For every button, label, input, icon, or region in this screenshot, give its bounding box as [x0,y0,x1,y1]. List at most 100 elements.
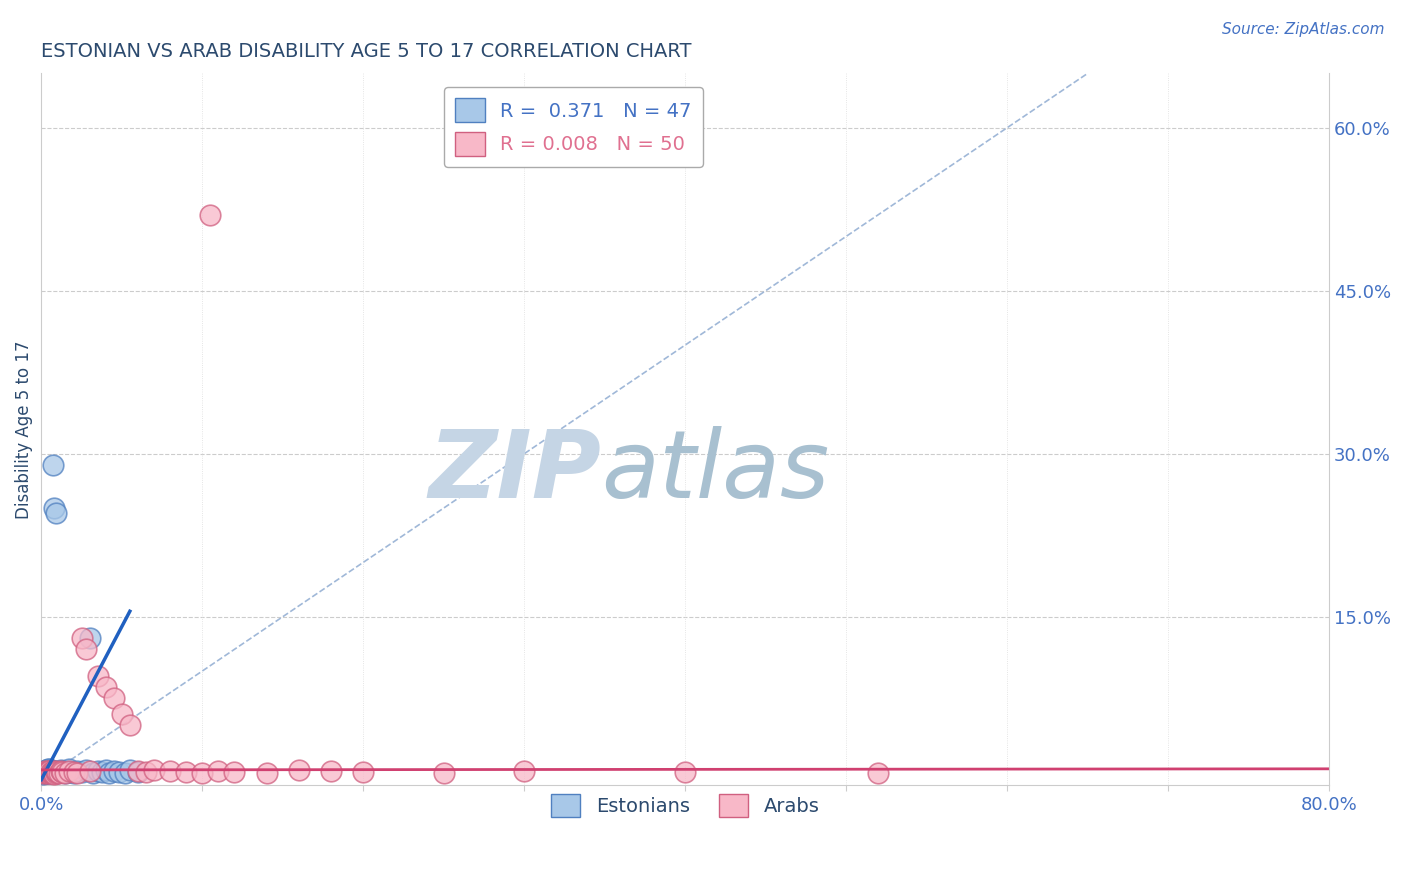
Point [44,765,66,780]
Point [62,765,84,780]
Point [37,766,59,780]
Point [41,458,63,472]
Point [49,763,72,777]
Point [34,765,56,780]
Point [37,766,59,780]
Point [114,766,136,780]
Point [44,765,66,780]
Point [35,765,58,780]
Text: atlas: atlas [602,426,830,517]
Point [45,507,67,521]
Point [41,764,63,778]
Point [41,766,63,780]
Point [39,766,62,780]
Point [66,766,89,780]
Point [38,765,60,780]
Point [38,764,60,778]
Point [191,766,214,780]
Point [97,766,120,780]
Legend: Estonians, Arabs: Estonians, Arabs [543,786,827,825]
Point [39,765,62,780]
Point [91,765,114,780]
Point [75,763,97,777]
Point [41,765,63,780]
Point [37,764,59,778]
Point [56,764,79,778]
Point [45,765,67,780]
Point [51,764,73,778]
Point [37,764,59,778]
Point [256,766,278,780]
Point [39,766,62,780]
Point [34,766,56,780]
Point [200,208,222,222]
Point [51,765,73,780]
Point [288,763,311,777]
Point [143,763,166,777]
Text: ESTONIAN VS ARAB DISABILITY AGE 5 TO 17 CORRELATION CHART: ESTONIAN VS ARAB DISABILITY AGE 5 TO 17 … [41,42,692,61]
Point [38,763,60,777]
Point [107,765,129,780]
Point [70,632,93,646]
Point [513,764,536,778]
Point [45,764,67,778]
Point [868,766,890,780]
Point [52,765,75,780]
Point [103,691,125,706]
Point [82,766,104,780]
Point [135,765,157,780]
Point [94,681,117,695]
Point [62,766,84,780]
Point [224,765,246,780]
Point [79,632,101,646]
Point [37,762,59,776]
Point [127,764,149,778]
Point [41,764,63,778]
Point [48,765,70,780]
Point [44,767,66,781]
Point [32,766,55,780]
Point [35,763,58,777]
Point [66,764,89,778]
Point [58,764,80,778]
Point [127,765,149,780]
Point [207,764,229,778]
Point [46,766,69,780]
Point [111,707,134,722]
Point [55,766,77,780]
Point [673,765,696,780]
Point [35,766,58,780]
Point [103,764,125,778]
Text: ZIP: ZIP [429,426,602,518]
Point [38,762,60,776]
Point [433,766,456,780]
Point [46,764,69,778]
Point [352,765,374,780]
Point [118,763,141,777]
Point [86,764,108,778]
Point [45,766,67,780]
Point [79,764,101,778]
Point [35,765,58,780]
Point [118,718,141,732]
Point [75,642,97,657]
Point [94,763,117,777]
Point [48,766,70,780]
Point [49,764,72,778]
Point [39,763,62,777]
Point [55,766,77,780]
Y-axis label: Disability Age 5 to 17: Disability Age 5 to 17 [15,340,32,518]
Point [44,501,66,516]
Point [35,766,58,780]
Text: Source: ZipAtlas.com: Source: ZipAtlas.com [1222,22,1385,37]
Point [46,765,69,780]
Point [59,765,82,780]
Point [58,762,80,776]
Point [34,764,56,778]
Point [159,764,181,778]
Point [34,764,56,778]
Point [319,764,342,778]
Point [70,765,93,780]
Point [174,765,197,780]
Point [86,669,108,683]
